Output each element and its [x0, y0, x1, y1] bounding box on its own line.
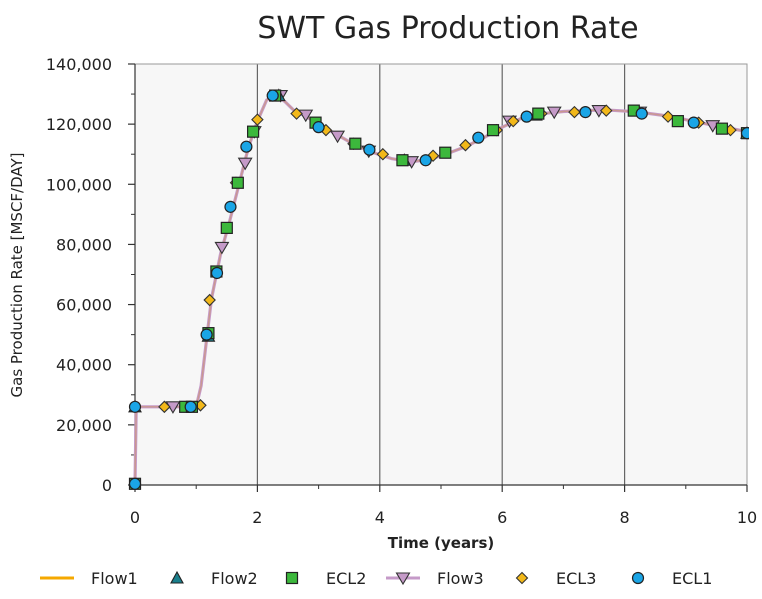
data-point-ecl3: [599, 104, 613, 117]
legend-label-ecl3: ECL3: [556, 569, 596, 588]
data-point-ecl1: [312, 121, 325, 134]
data-point-ecl1: [472, 131, 485, 144]
data-point-ecl3: [376, 147, 390, 161]
legend-label-ecl2: ECL2: [326, 569, 366, 588]
y-tick-label: 20,000: [56, 416, 112, 435]
legend-label-flow3: Flow3: [437, 569, 484, 588]
grid: [256, 64, 626, 485]
data-point-flow3: [330, 130, 346, 144]
legend-label-flow1: Flow1: [91, 569, 138, 588]
legend-label-flow2: Flow2: [211, 569, 258, 588]
data-point-ecl1: [266, 89, 279, 102]
y-tick-label: 40,000: [56, 356, 112, 375]
data-point-ecl3: [290, 107, 303, 120]
data-point-flow3: [298, 109, 314, 123]
y-tick-label: 140,000: [46, 55, 112, 74]
data-point-ecl1: [184, 400, 197, 413]
data-point-ecl2: [247, 125, 260, 138]
data-point-flow3: [546, 106, 562, 120]
legend-swatch-flow2: [170, 570, 184, 584]
legend: Flow1 Flow2 ECL2 Flow3 ECL3 ECL1: [40, 569, 712, 588]
y-axis-label: Gas Production Rate [MSCF/DAY]: [8, 152, 26, 397]
data-point-ecl3: [158, 400, 171, 414]
axes: 0 2 4 6 8 10 0 20,000 40,000 60,000 80,000 100,000 1…: [46, 55, 757, 527]
data-point-ecl1: [740, 127, 749, 140]
y-tick-label: 0: [102, 476, 112, 495]
data-point-ecl1: [128, 477, 142, 490]
data-point-ecl2: [220, 221, 233, 234]
x-tick-label: 10: [737, 508, 757, 527]
legend-swatch-ecl2: [285, 571, 299, 585]
y-tick-label: 80,000: [56, 235, 112, 254]
data-point-flow3: [237, 157, 253, 171]
x-tick-label: 4: [375, 508, 385, 527]
legend-swatch-flow3: [395, 572, 411, 586]
data-point-ecl1: [200, 328, 213, 341]
data-point-ecl2: [532, 107, 545, 120]
plot-area: [135, 64, 747, 485]
data-point-ecl1: [419, 154, 432, 167]
data-point-ecl3: [568, 105, 581, 119]
data-point-ecl1: [579, 106, 592, 119]
chart-title: SWT Gas Production Rate: [257, 11, 638, 46]
x-tick-label: 2: [252, 508, 262, 527]
data-point-ecl2: [349, 137, 362, 150]
data-point-ecl2: [439, 146, 452, 159]
data-point-flow3: [214, 241, 230, 255]
x-tick-label: 8: [620, 508, 630, 527]
y-tick-label: 100,000: [46, 175, 112, 194]
data-point-ecl3: [506, 114, 520, 128]
data-point-ecl1: [635, 107, 648, 120]
data-point-ecl1: [363, 143, 376, 156]
data-point-ecl1: [210, 266, 224, 280]
data-point-ecl1: [128, 400, 142, 413]
data-point-ecl1: [687, 116, 700, 129]
data-point-ecl3: [661, 110, 675, 123]
data-point-ecl1: [224, 200, 237, 213]
legend-label-ecl1: ECL1: [672, 569, 712, 588]
data-point-ecl2: [231, 176, 244, 189]
data-point-ecl1: [240, 140, 253, 153]
legend-swatch-ecl1: [631, 571, 645, 585]
data-point-ecl3: [203, 293, 216, 307]
y-tick-label: 60,000: [56, 296, 112, 315]
legend-swatch-ecl3: [515, 571, 529, 585]
y-tick-label: 120,000: [46, 115, 112, 134]
x-tick-label: 0: [130, 508, 140, 527]
x-tick-label: 6: [497, 508, 507, 527]
data-point-ecl2: [486, 124, 500, 137]
data-point-ecl2: [715, 122, 729, 135]
marker-layer: [128, 88, 749, 490]
data-point-ecl3: [459, 138, 472, 152]
data-point-ecl2: [396, 154, 409, 167]
data-point-ecl1: [520, 110, 533, 123]
data-point-ecl2: [671, 115, 684, 128]
x-axis-label: Time (years): [388, 534, 495, 552]
data-point-ecl3: [251, 113, 264, 126]
